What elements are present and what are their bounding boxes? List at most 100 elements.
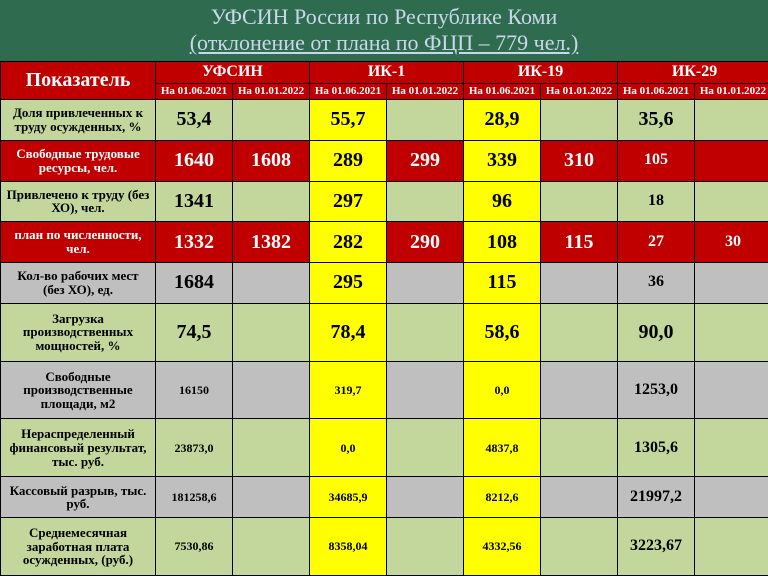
cell-value: 16150: [179, 383, 209, 397]
table-cell: 1640: [156, 140, 233, 181]
table-cell: 27: [618, 222, 695, 263]
table-cell: [695, 477, 768, 518]
table-cell: 8358,04: [310, 518, 387, 576]
table-cell: [695, 140, 768, 181]
cell-value: 30: [725, 233, 741, 250]
header-date: На 01.06.2021: [618, 83, 695, 100]
table-row: Кассовый разрыв, тыс. руб.181258,634685,…: [1, 477, 768, 518]
table-cell: 299: [387, 140, 464, 181]
table-cell: [695, 303, 768, 361]
title-area: УФСИН России по Республике Коми (отклоне…: [0, 0, 768, 61]
table-cell: [541, 518, 618, 576]
header-date: На 01.06.2021: [156, 83, 233, 100]
cell-value: 7530,86: [175, 539, 214, 553]
table-cell: 30: [695, 222, 768, 263]
header-group: УФСИН: [156, 61, 310, 83]
cell-value: 4332,56: [483, 539, 522, 553]
table-row: Кол-во рабочих мест (без ХО), ед.1684295…: [1, 262, 768, 303]
cell-value: 1608: [251, 149, 291, 171]
table-row: план по численности, чел.133213822822901…: [1, 222, 768, 263]
table-cell: [541, 181, 618, 222]
table-cell: 297: [310, 181, 387, 222]
table-cell: 0,0: [464, 361, 541, 419]
table-cell: [233, 303, 310, 361]
header-indicator: Показатель: [1, 61, 156, 99]
row-label: Свободные трудовые ресурсы, чел.: [1, 140, 156, 181]
page-root: { "colors": { "page_bg": "#2f6b4f", "tit…: [0, 0, 768, 576]
table-cell: 36: [618, 262, 695, 303]
table-cell: 3223,67: [618, 518, 695, 576]
table-cell: [387, 361, 464, 419]
table-cell: 74,5: [156, 303, 233, 361]
table-cell: [541, 262, 618, 303]
table-cell: 58,6: [464, 303, 541, 361]
cell-value: 181258,6: [172, 490, 217, 504]
cell-value: 339: [487, 149, 517, 171]
table-cell: 1253,0: [618, 361, 695, 419]
header-date: На 01.06.2021: [310, 83, 387, 100]
table-cell: 8212,6: [464, 477, 541, 518]
row-label: Кассовый разрыв, тыс. руб.: [1, 477, 156, 518]
cell-value: 108: [487, 231, 517, 253]
table-cell: 1305,6: [618, 419, 695, 477]
table-cell: 16150: [156, 361, 233, 419]
cell-value: 27: [648, 233, 664, 250]
table-cell: [541, 361, 618, 419]
header-date: На 01.01.2022: [541, 83, 618, 100]
cell-value: 295: [333, 271, 363, 293]
header-group: ИК-29: [618, 61, 768, 83]
table-cell: [233, 181, 310, 222]
table-cell: [695, 100, 768, 141]
data-table: ПоказательУФСИНИК-1ИК-19ИК-29На 01.06.20…: [0, 61, 768, 576]
row-label: Нераспределенный финансовый результат, т…: [1, 419, 156, 477]
cell-value: 297: [333, 190, 363, 212]
table-cell: [233, 419, 310, 477]
cell-value: 1341: [174, 190, 214, 212]
cell-value: 28,9: [485, 108, 520, 130]
cell-value: 299: [410, 149, 440, 171]
table-cell: 53,4: [156, 100, 233, 141]
table-cell: 295: [310, 262, 387, 303]
cell-value: 78,4: [331, 321, 366, 343]
table-cell: [695, 361, 768, 419]
table-cell: [233, 477, 310, 518]
cell-value: 36: [648, 273, 664, 290]
table-cell: 55,7: [310, 100, 387, 141]
cell-value: 105: [644, 151, 668, 168]
table-cell: [387, 100, 464, 141]
table-cell: 319,7: [310, 361, 387, 419]
cell-value: 290: [410, 231, 440, 253]
table-cell: [695, 518, 768, 576]
table-cell: 290: [387, 222, 464, 263]
cell-value: 0,0: [495, 383, 510, 397]
cell-value: 23873,0: [175, 441, 214, 455]
table-cell: [541, 100, 618, 141]
cell-value: 1640: [174, 149, 214, 171]
header-date: На 01.01.2022: [233, 83, 310, 100]
table-cell: 339: [464, 140, 541, 181]
cell-value: 8358,04: [329, 539, 368, 553]
table-cell: [695, 419, 768, 477]
table-row: Привлечено к труду (без ХО), чел.1341297…: [1, 181, 768, 222]
table-cell: 282: [310, 222, 387, 263]
cell-value: 58,6: [485, 321, 520, 343]
table-row: Среднемесячная заработная плата осужденн…: [1, 518, 768, 576]
table-cell: [387, 518, 464, 576]
cell-value: 21997,2: [630, 488, 682, 505]
cell-value: 115: [488, 271, 517, 293]
table-row: Загрузка производственных мощностей, %74…: [1, 303, 768, 361]
header-group: ИК-19: [464, 61, 618, 83]
table-row: Свободные трудовые ресурсы, чел. 1640 1608…: [1, 140, 768, 181]
table-cell: 105: [618, 140, 695, 181]
table-cell: 1332: [156, 222, 233, 263]
cell-value: 4837,8: [486, 441, 519, 455]
cell-value: 282: [333, 231, 363, 253]
header-date: На 01.01.2022: [695, 83, 768, 100]
cell-value: 8212,6: [486, 490, 519, 504]
table-cell: 0,0: [310, 419, 387, 477]
table-cell: [695, 181, 768, 222]
table-cell: 4837,8: [464, 419, 541, 477]
table-cell: 28,9: [464, 100, 541, 141]
table-cell: [233, 100, 310, 141]
cell-value: 319,7: [335, 383, 362, 397]
